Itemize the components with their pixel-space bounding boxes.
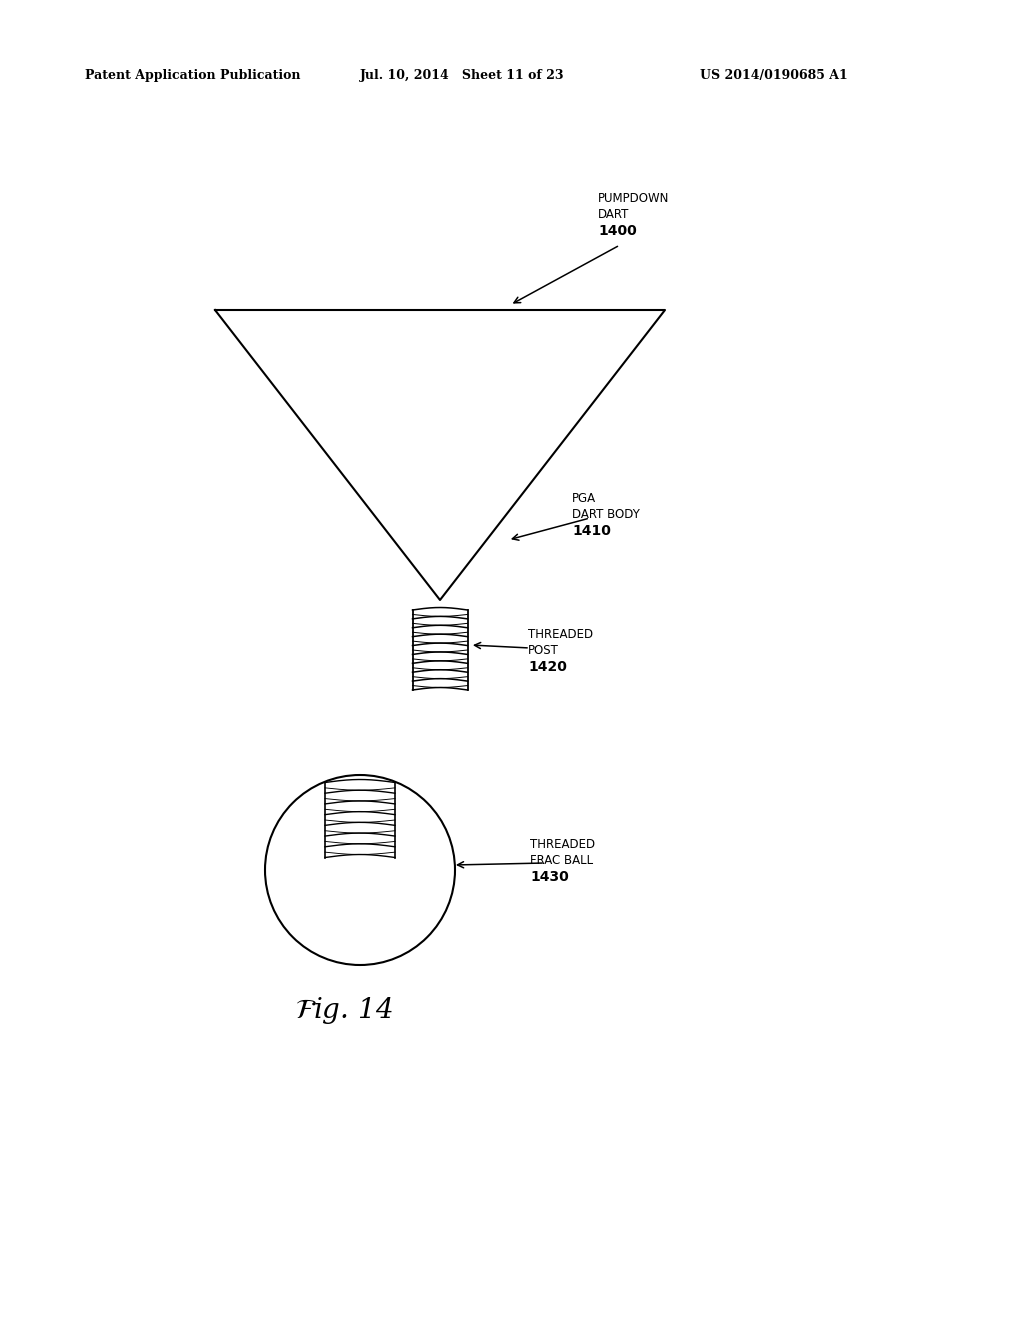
Text: FRAC BALL: FRAC BALL [530,854,593,867]
Text: US 2014/0190685 A1: US 2014/0190685 A1 [700,69,848,82]
Text: 1410: 1410 [572,524,611,539]
Bar [325,783,395,858]
Text: 1430: 1430 [530,870,568,884]
Text: THREADED: THREADED [528,628,593,642]
Text: POST: POST [528,644,559,657]
Text: DART BODY: DART BODY [572,508,640,521]
Text: THREADED: THREADED [530,838,595,851]
Text: 1420: 1420 [528,660,567,675]
Text: DART: DART [598,209,630,220]
Text: Patent Application Publication: Patent Application Publication [85,69,300,82]
Text: PUMPDOWN: PUMPDOWN [598,191,670,205]
Text: $\mathcal{F}$ig. 14: $\mathcal{F}$ig. 14 [295,994,392,1026]
Text: PGA: PGA [572,492,596,506]
Text: 1400: 1400 [598,224,637,238]
Text: Jul. 10, 2014   Sheet 11 of 23: Jul. 10, 2014 Sheet 11 of 23 [360,69,564,82]
